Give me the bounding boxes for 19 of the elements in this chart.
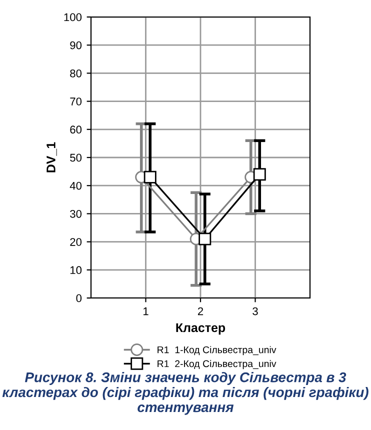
y-tick-label: 100 [64,13,82,22]
x-tick-label: 1 [144,307,148,316]
x-tick-label: 2 [198,307,204,316]
y-tick-label: 30 [70,210,82,218]
y-tick-label: 50 [70,154,82,162]
y-tick-label: 60 [70,126,82,134]
y-tick-label: 10 [70,266,82,274]
y-tick-label: 40 [70,182,82,190]
y-tick-label: 70 [70,98,82,106]
y-axis-title: DV_1 [46,142,57,172]
y-tick-label: 80 [70,69,82,78]
x-tick-label: 3 [252,307,258,316]
text: Рисунок 8. Зміни значень коду Сільвестра в 3 кластерах до (сірі графіки) та після (чорні графіки) стентування [2,372,368,415]
y-tick-label: 20 [70,238,82,246]
x-axis-title: Кластер [176,323,226,335]
y-tick-label: 0 [76,294,82,302]
legend-label: R1 1-Код Сільвестра_univ [158,346,276,356]
y-tick-label: 90 [70,41,82,50]
legend-label: R1 2-Код Сільвестра_univ [158,360,276,370]
